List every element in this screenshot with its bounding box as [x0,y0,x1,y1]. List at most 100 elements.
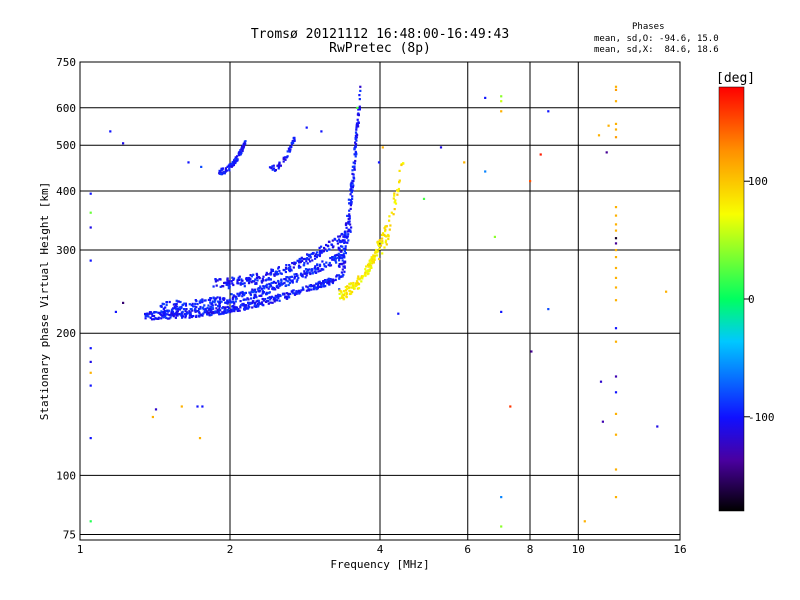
data-point [212,296,215,299]
data-point [358,94,361,97]
data-point [342,235,345,238]
data-point [153,311,156,314]
data-point [245,298,248,301]
data-point [216,309,219,312]
data-point [379,244,383,247]
data-point [355,122,359,125]
data-point [338,238,341,241]
data-point [278,294,281,297]
data-point [176,310,179,313]
data-point [269,301,272,304]
data-point [275,299,279,302]
data-point [89,211,92,214]
data-point [114,310,117,313]
data-point [289,265,292,268]
data-point [154,408,158,411]
data-point [306,270,309,273]
data-point [224,309,227,312]
data-point [222,312,225,315]
data-point [277,165,281,169]
data-point [500,110,503,113]
data-point [349,201,353,204]
data-point [172,307,175,310]
data-point [212,285,215,288]
data-point [282,160,285,163]
data-point [349,230,352,233]
data-point [225,283,228,286]
data-point [347,198,350,201]
data-point [210,312,213,315]
data-point [224,170,227,173]
data-point [204,307,207,310]
data-point [398,169,401,172]
data-point [350,226,353,229]
data-point [200,165,203,168]
data-point [255,296,258,299]
data-point [614,433,618,436]
data-point [368,263,371,266]
data-point [358,105,361,108]
data-point [366,263,370,267]
data-point [352,283,355,286]
data-point [392,197,395,200]
data-point [227,307,230,310]
data-point [250,281,253,284]
data-point [218,169,221,172]
data-point [340,240,343,243]
data-point [231,276,234,279]
data-point [288,264,291,267]
data-point [291,141,295,144]
colorbar [718,86,745,512]
data-point [232,277,236,280]
data-point [387,237,390,241]
data-point [381,237,384,240]
data-point [317,266,320,269]
data-point [500,95,503,98]
data-point [262,285,265,288]
data-point [268,285,271,288]
data-point [238,153,241,156]
data-point [196,303,199,306]
data-point [347,221,350,224]
data-point [248,306,251,309]
data-point [258,302,261,305]
data-point [199,307,202,310]
data-point [305,260,308,263]
data-point [356,277,359,280]
data-point [211,300,214,303]
data-point [274,169,277,172]
data-point [254,302,257,305]
data-point [369,258,372,261]
data-point [614,391,618,394]
data-point [201,405,204,408]
data-point [291,262,294,265]
data-point [299,290,302,293]
y-tick-label: 600 [56,102,76,115]
data-point [350,191,353,194]
data-point [298,266,301,269]
data-point [614,496,618,499]
data-point [219,285,222,288]
data-point [285,264,288,267]
data-point [255,305,258,308]
data-point [241,145,244,148]
data-point [145,314,148,317]
data-point [318,264,322,268]
data-point [200,313,203,316]
data-point [373,258,376,261]
data-point [340,245,343,248]
data-point [340,256,343,259]
x-tick-label: 4 [377,543,384,556]
data-point [384,239,388,242]
data-point [340,291,343,294]
data-point [295,280,298,283]
data-point [265,273,268,276]
data-point [289,275,292,279]
data-points [89,85,668,528]
data-point [348,209,351,212]
data-point [253,280,256,283]
data-point [583,520,586,523]
data-point [274,288,277,291]
data-point [188,310,191,313]
data-point [297,276,300,280]
